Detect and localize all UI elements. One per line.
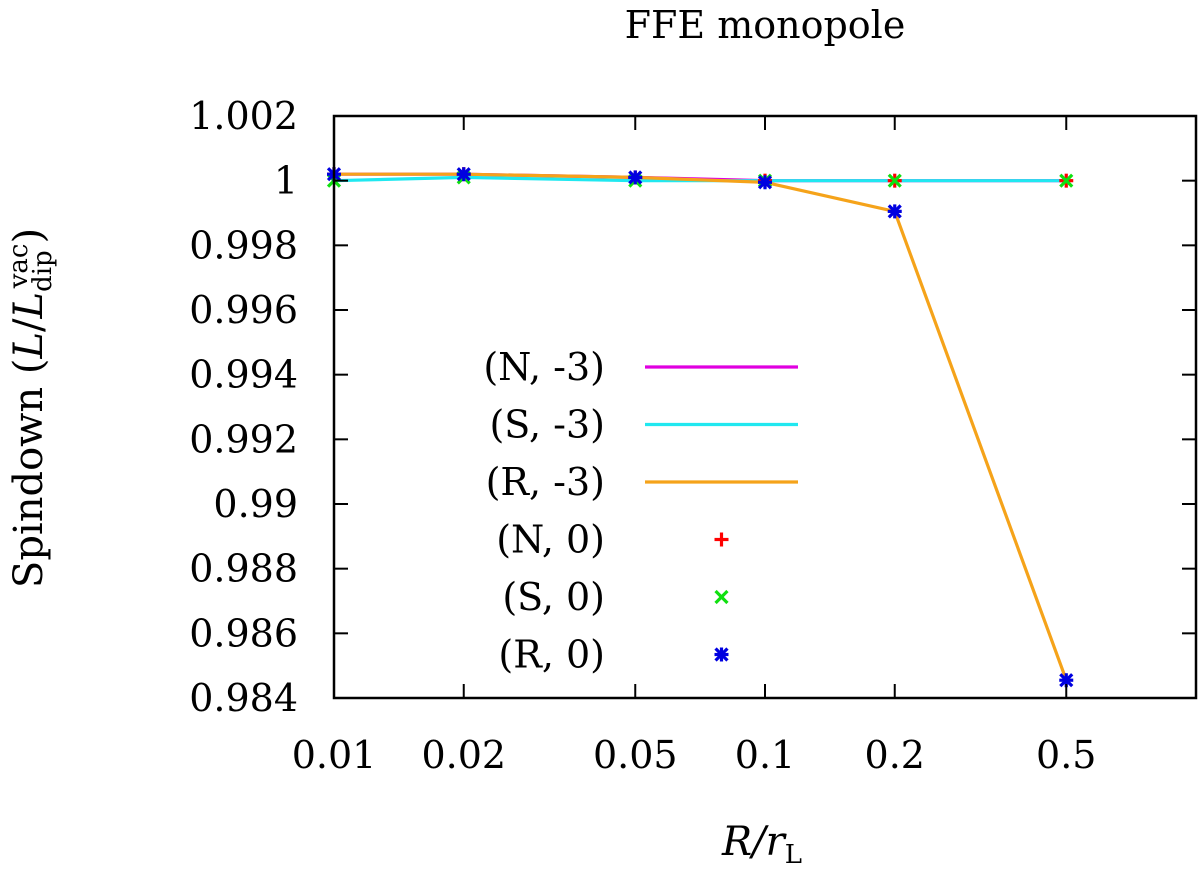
- legend-label: (S, 0): [502, 575, 605, 619]
- x-tick-label: 0.05: [593, 733, 678, 777]
- legend-label: (N, -3): [483, 345, 605, 389]
- series-5-point: [456, 167, 471, 182]
- marker-stroke: [456, 167, 471, 182]
- x-tick-label: 0.5: [1036, 733, 1096, 777]
- marker-stroke: [887, 204, 902, 219]
- marker-stroke: [1059, 673, 1074, 688]
- plot-frame: [332, 114, 1198, 700]
- y-tick-label: 0.986: [189, 611, 298, 655]
- y-tick-label: 0.994: [189, 353, 298, 397]
- series-5-point: [628, 170, 643, 185]
- x-tick-label: 0.1: [735, 733, 795, 777]
- marker-stroke: [1059, 173, 1074, 188]
- y-tick-label: 1: [274, 159, 298, 203]
- y-tick-label: 0.988: [189, 547, 298, 591]
- legend-swatch-marker: [714, 532, 729, 547]
- x-tick-label: 0.2: [865, 733, 925, 777]
- marker-stroke: [757, 175, 773, 190]
- y-tick-label: 0.99: [213, 482, 298, 526]
- marker-stroke: [714, 589, 729, 605]
- x-tick-label: 0.02: [421, 733, 506, 777]
- y-tick-label: 0.998: [189, 223, 298, 267]
- y-tick-label: 0.996: [189, 288, 298, 332]
- series-4-point: [1059, 173, 1074, 188]
- series-5-point: [757, 175, 773, 190]
- x-tick-label: 0.01: [292, 733, 377, 777]
- legend-label: (N, 0): [496, 518, 605, 562]
- y-tick-label: 1.002: [189, 94, 298, 138]
- series-2-line: [334, 172, 1068, 681]
- legend-swatch-marker: [714, 589, 729, 605]
- legend-label: (R, 0): [498, 633, 605, 677]
- legend-swatch-marker: [714, 647, 729, 662]
- y-axis-title: Spindown (L/Ldipvac): [4, 228, 58, 588]
- marker-stroke: [628, 170, 643, 185]
- marker-stroke: [887, 173, 902, 188]
- legend-label: (S, -3): [489, 403, 605, 447]
- marker-stroke: [714, 647, 729, 662]
- legend-label: (R, -3): [486, 460, 605, 504]
- series-4-point: [887, 173, 902, 188]
- x-axis-title: R/rL: [721, 819, 802, 870]
- legend: (N, -3) (S, -3) (R, -3) (N, 0) (S, 0) (R, 0): [483, 345, 798, 677]
- plot-marks: [326, 167, 1074, 688]
- y-tick-label: 0.992: [189, 417, 298, 461]
- y-tick-label: 0.984: [189, 676, 298, 720]
- series-5-point: [887, 204, 902, 219]
- axis-ticks: 0.01 0.02 0.05 0.1 0.2 0.5 1.002 1 0.998 0.996 0.9…: [189, 94, 1196, 777]
- chart-title: FFE monopole: [625, 3, 906, 47]
